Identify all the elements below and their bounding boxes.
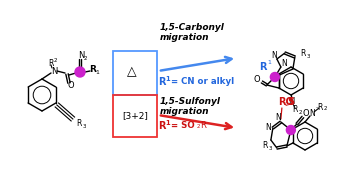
Text: N: N — [275, 112, 281, 122]
Circle shape — [270, 73, 279, 81]
Text: 1: 1 — [95, 70, 99, 75]
Text: –: – — [316, 105, 318, 111]
Text: 2: 2 — [323, 106, 327, 112]
Text: △: △ — [127, 66, 137, 78]
Text: R: R — [89, 66, 96, 74]
Text: 1,5-Sulfonyl: 1,5-Sulfonyl — [160, 98, 221, 106]
Circle shape — [286, 125, 295, 135]
Text: [3+2]: [3+2] — [122, 112, 148, 121]
Text: migration: migration — [160, 106, 209, 115]
Text: migration: migration — [160, 33, 209, 42]
Text: = CN or alkyl: = CN or alkyl — [168, 77, 234, 85]
Text: N: N — [309, 108, 315, 118]
Text: 2: 2 — [197, 125, 200, 129]
Text: R$^{\mathbf{1}}$: R$^{\mathbf{1}}$ — [158, 118, 172, 132]
Circle shape — [75, 67, 85, 77]
Text: N: N — [288, 98, 294, 106]
Text: O: O — [254, 75, 260, 84]
Text: R: R — [300, 50, 306, 59]
Text: R: R — [76, 119, 81, 129]
Text: 3: 3 — [82, 125, 86, 129]
Text: 2: 2 — [53, 59, 57, 64]
Text: R: R — [259, 62, 267, 72]
Text: N: N — [271, 51, 277, 60]
Text: 2: 2 — [285, 101, 289, 106]
Bar — [113, 95, 157, 137]
Bar — [113, 51, 157, 95]
Text: 1,5-Carbonyl: 1,5-Carbonyl — [160, 23, 225, 33]
Text: R: R — [200, 121, 206, 129]
Text: 2: 2 — [298, 109, 302, 115]
Text: R: R — [292, 105, 298, 114]
Text: 1: 1 — [267, 60, 271, 66]
Text: N: N — [265, 122, 271, 132]
Text: N: N — [78, 51, 84, 60]
Text: RO: RO — [278, 97, 294, 107]
Text: S: S — [287, 97, 294, 107]
Text: 2: 2 — [83, 56, 87, 60]
Text: R: R — [48, 60, 54, 68]
Text: R: R — [317, 102, 323, 112]
Text: R$^{\mathbf{1}}$: R$^{\mathbf{1}}$ — [158, 74, 172, 88]
Text: O: O — [302, 109, 309, 119]
Text: 3: 3 — [268, 146, 272, 150]
Text: N: N — [281, 60, 287, 68]
Text: O: O — [68, 81, 74, 91]
Text: = SO: = SO — [168, 121, 195, 129]
Text: R: R — [262, 140, 268, 149]
Text: N: N — [51, 67, 57, 75]
Text: 3: 3 — [306, 53, 310, 59]
